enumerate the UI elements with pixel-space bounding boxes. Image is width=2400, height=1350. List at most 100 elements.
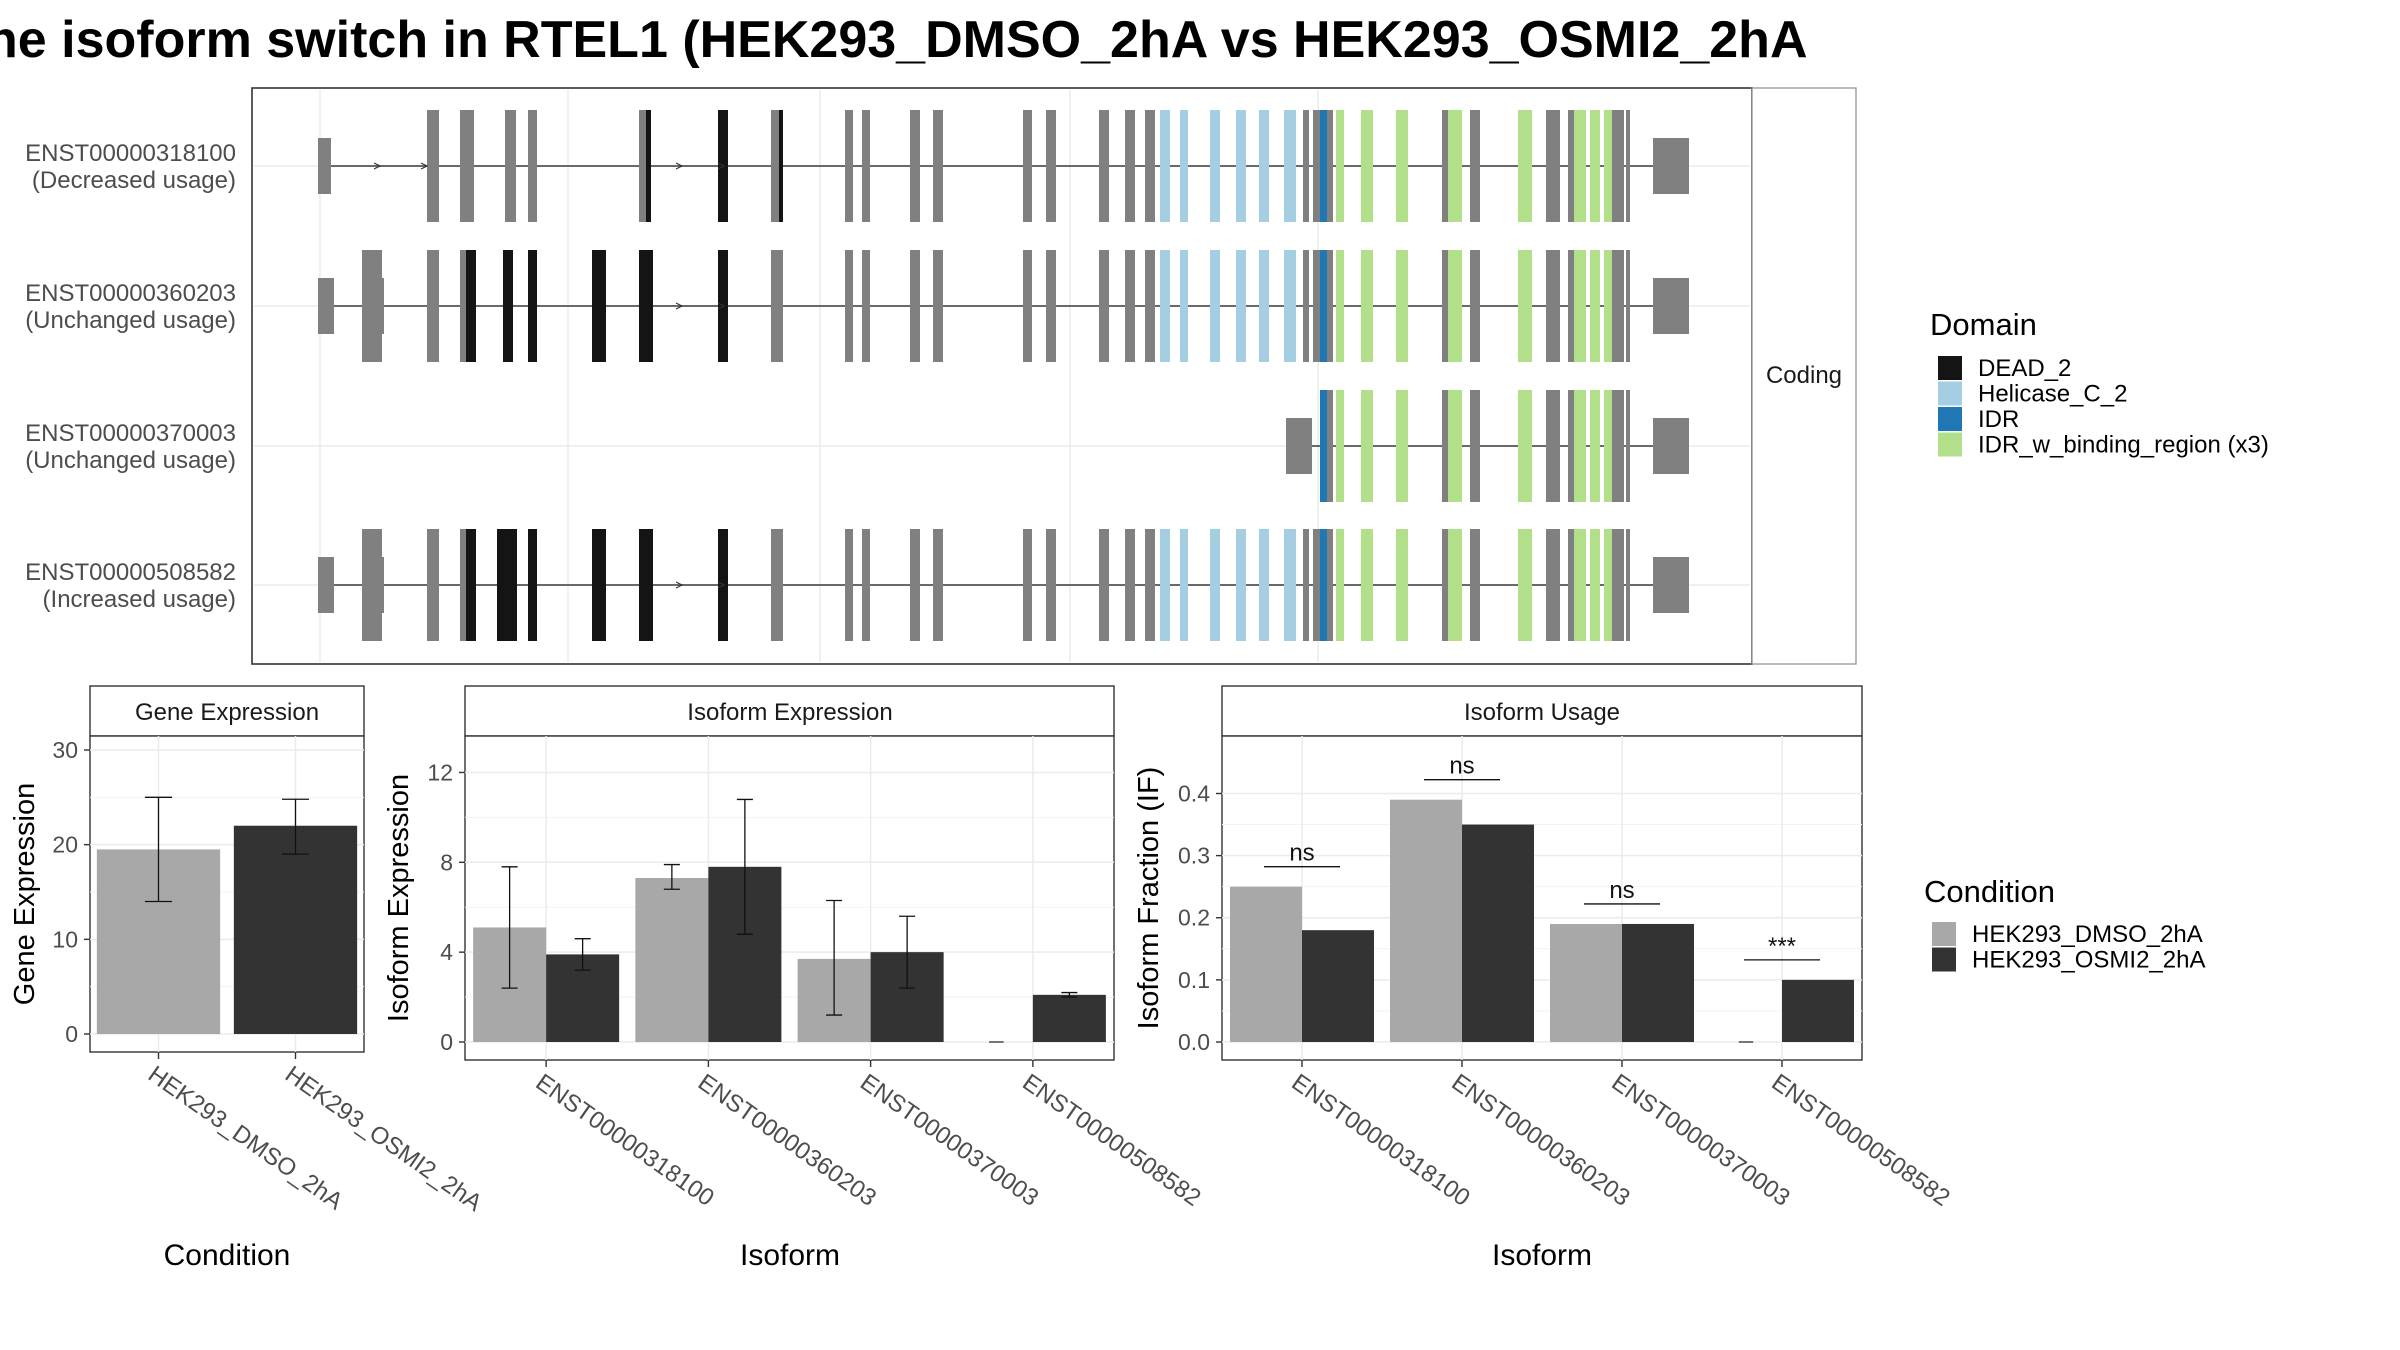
exon-block xyxy=(497,529,517,641)
exon-block xyxy=(1590,110,1600,222)
facet-strip xyxy=(1751,87,1857,665)
exon-block xyxy=(1590,529,1600,641)
exon-block xyxy=(505,110,516,222)
exon-block xyxy=(1180,250,1188,362)
domain-legend-title: Domain xyxy=(1930,307,2037,342)
domain-legend-swatch xyxy=(1938,356,1962,380)
exon-block xyxy=(862,110,870,222)
isoform-usage-panel: Isoform Usage0.00.10.20.30.4nsENST000003… xyxy=(1133,685,1955,1272)
exon-block xyxy=(1568,250,1574,362)
exon-block xyxy=(1590,390,1600,502)
domain-legend-swatch xyxy=(1938,432,1962,457)
exon-block xyxy=(1590,250,1600,362)
exon-block xyxy=(1626,529,1630,641)
strand-arrow-icon xyxy=(717,162,726,170)
bar xyxy=(1230,886,1302,1042)
exon-block xyxy=(460,110,474,222)
exon-block xyxy=(1546,250,1560,362)
exon-block xyxy=(1336,529,1344,641)
exon-block xyxy=(1160,529,1170,641)
exon-block xyxy=(1546,529,1560,641)
exon-block xyxy=(1568,110,1574,222)
exon-block xyxy=(933,529,943,641)
exon-block xyxy=(1099,250,1109,362)
domain-legend: Domain DEAD_2Helicase_C_2IDRIDR_w_bindin… xyxy=(1930,307,2269,459)
exon-block xyxy=(1518,110,1532,222)
bar xyxy=(1390,799,1462,1042)
exon-block xyxy=(862,250,870,362)
x-tick-label: ENST00000318100 xyxy=(531,1069,719,1212)
exon-block xyxy=(1327,250,1333,362)
exon-block xyxy=(646,110,651,222)
exon-block xyxy=(1286,418,1312,474)
exon-block xyxy=(1612,529,1624,641)
exon-block xyxy=(1442,390,1448,502)
isoform-expression-panel: Isoform Expression04812ENST00000318100EN… xyxy=(383,685,1206,1272)
exon-block xyxy=(318,557,334,613)
transcript-structure-panel: ENST00000318100(Decreased usage) ENST0000… xyxy=(25,87,1857,665)
strand-arrow-icon xyxy=(717,581,726,589)
condition-legend-swatch xyxy=(1932,922,1956,946)
exon-block xyxy=(1574,390,1586,502)
exon-block xyxy=(933,110,943,222)
x-axis-title: Condition xyxy=(164,1239,291,1272)
exon-block xyxy=(1361,250,1373,362)
exon-block xyxy=(1568,529,1574,641)
exon-block xyxy=(862,529,870,641)
exon-block xyxy=(1099,529,1109,641)
transcript-usage-label: (Unchanged usage) xyxy=(25,447,236,474)
exon-block xyxy=(1448,390,1462,502)
exon-block xyxy=(1470,529,1480,641)
exon-block xyxy=(592,250,606,362)
exon-block xyxy=(910,110,920,222)
condition-legend-title: Condition xyxy=(1924,874,2055,909)
exon-block xyxy=(1180,110,1188,222)
y-tick-label: 0.4 xyxy=(1178,780,1210,806)
y-tick-label: 12 xyxy=(427,759,453,785)
panel-title: Isoform Usage xyxy=(1464,699,1620,726)
exon-block xyxy=(1145,110,1155,222)
y-tick-label: 0.1 xyxy=(1178,967,1210,993)
domain-legend-label: IDR_w_binding_region (x3) xyxy=(1978,432,2269,459)
exon-block xyxy=(1448,529,1462,641)
exon-block xyxy=(771,250,783,362)
exon-block xyxy=(1546,110,1560,222)
exon-block xyxy=(1160,110,1170,222)
exon-block xyxy=(1284,110,1296,222)
bar xyxy=(1782,979,1854,1042)
exon-block xyxy=(1626,250,1630,362)
x-tick-label: ENST00000508582 xyxy=(1017,1069,1205,1212)
transcript-id-label: ENST00000508582 xyxy=(25,559,236,586)
exon-block xyxy=(1125,250,1135,362)
exon-block xyxy=(771,110,780,222)
exon-block xyxy=(427,250,439,362)
exon-block xyxy=(1626,110,1630,222)
exon-block xyxy=(1160,250,1170,362)
exon-block xyxy=(1574,250,1586,362)
condition-legend-label: HEK293_OSMI2_2hA xyxy=(1972,947,2205,974)
exon-block xyxy=(1236,250,1246,362)
exon-block xyxy=(910,529,920,641)
exon-block xyxy=(1626,390,1630,502)
exon-block xyxy=(1313,250,1320,362)
exon-block xyxy=(933,250,943,362)
exon-block xyxy=(1574,110,1586,222)
exon-block xyxy=(639,110,647,222)
exon-block xyxy=(466,529,476,641)
exon-block xyxy=(1361,390,1373,502)
panel-title: Isoform Expression xyxy=(687,699,892,726)
exon-block xyxy=(1396,529,1408,641)
exon-block xyxy=(1442,250,1448,362)
transcript-track-ENST00000508582 xyxy=(318,529,1689,641)
exon-block xyxy=(1336,110,1344,222)
exon-block xyxy=(1313,110,1320,222)
exon-block xyxy=(1612,390,1624,502)
exon-block xyxy=(1303,110,1309,222)
figure-title: he isoform switch in RTEL1 (HEK293_DMSO_… xyxy=(0,11,1808,69)
exon-block xyxy=(318,138,331,194)
transcript-id-label: ENST00000360203 xyxy=(25,280,236,307)
transcript-track-ENST00000370003 xyxy=(1286,390,1689,502)
bar xyxy=(1550,923,1622,1042)
strand-arrow-icon xyxy=(675,302,684,310)
exon-block xyxy=(771,529,783,641)
